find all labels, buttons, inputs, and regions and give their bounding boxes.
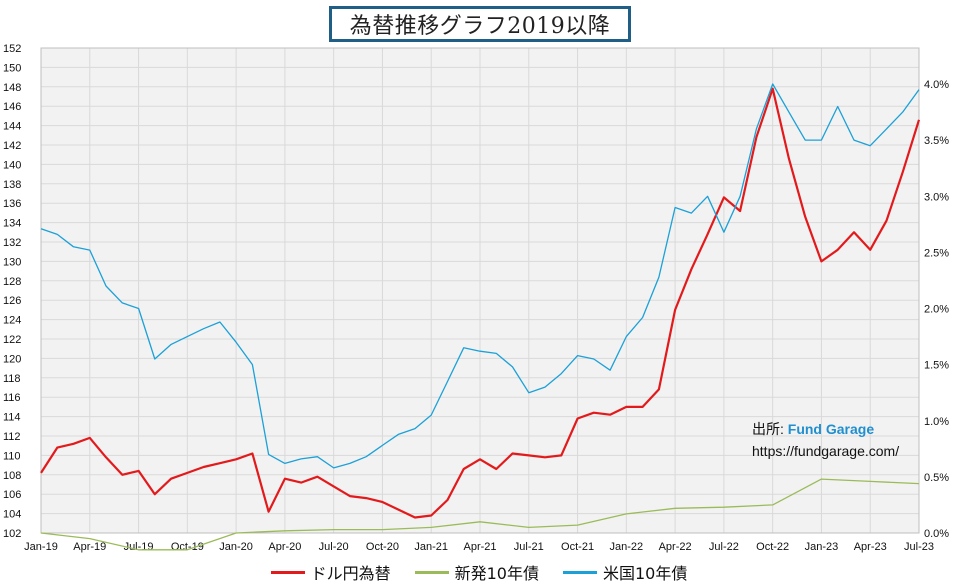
series-line-2: [40, 83, 920, 469]
y-left-tick-label: 102: [3, 528, 21, 540]
source-name: Fund Garage: [787, 421, 875, 437]
y-right-tick-label: 2.0%: [924, 304, 949, 316]
x-tick-label: Oct-21: [561, 541, 594, 553]
x-axis: Jan-19 Apr-19 Jul-19 Oct-19 Jan-20 Apr-20 Jul-…: [24, 541, 934, 553]
legend-item-usdjpy: ドル円為替: [270, 560, 391, 584]
x-tick-label: Jul-23: [904, 541, 934, 553]
x-tick-label: Jul-21: [514, 541, 544, 553]
y-left-tick-label: 108: [3, 470, 21, 482]
y-left-tick-label: 120: [3, 353, 21, 365]
y-left-tick-label: 134: [3, 218, 21, 230]
series-line-0: [40, 87, 921, 519]
y-left-tick-label: 130: [3, 256, 21, 268]
x-tick-label: Apr-19: [73, 541, 106, 553]
y-left-tick-label: 140: [3, 159, 21, 171]
x-tick-label: Oct-22: [756, 541, 789, 553]
y-right-tick-label: 1.5%: [924, 360, 949, 372]
y-right-tick-label: 0.5%: [924, 472, 949, 484]
x-tick-label: Jul-22: [709, 541, 739, 553]
x-tick-label: Apr-20: [268, 541, 301, 553]
legend: ドル円為替 新発10年債 米国10年債: [0, 560, 958, 584]
y-left-tick-label: 144: [3, 121, 21, 133]
x-tick-label: Jan-20: [219, 541, 253, 553]
legend-item-ust10y: 米国10年債: [563, 560, 687, 584]
legend-label-ust10y: 米国10年債: [603, 564, 688, 583]
x-tick-label: Apr-23: [854, 541, 887, 553]
chart-title-box: 為替推移グラフ2019以降: [329, 6, 631, 42]
legend-label-jgb10y: 新発10年債: [454, 564, 539, 583]
y-left-tick-label: 150: [3, 62, 21, 74]
y-left-tick-label: 132: [3, 237, 21, 249]
y-left-tick-label: 104: [3, 509, 21, 521]
x-tick-label: Jan-22: [610, 541, 644, 553]
legend-item-jgb10y: 新発10年債: [414, 560, 539, 584]
x-tick-label: Jul-20: [319, 541, 349, 553]
y-right-tick-label: 3.0%: [924, 191, 949, 203]
y-left-tick-label: 152: [3, 43, 21, 55]
y-left-tick-label: 106: [3, 489, 21, 501]
right-axis: 0.0% 0.5% 1.0% 1.5% 2.0% 2.5% 3.0% 3.5% 4.0%: [924, 79, 949, 540]
y-left-tick-label: 124: [3, 315, 21, 327]
legend-swatch-jgb10y: [414, 570, 449, 574]
y-left-tick-label: 126: [3, 295, 21, 307]
series-lines: [40, 83, 921, 551]
y-left-tick-label: 128: [3, 276, 21, 288]
x-tick-label: Jan-19: [24, 541, 58, 553]
x-tick-label: Oct-20: [366, 541, 399, 553]
x-tick-label: Apr-21: [463, 541, 496, 553]
y-right-tick-label: 4.0%: [924, 79, 949, 91]
x-tick-label: Jan-23: [805, 541, 839, 553]
plot-border: [40, 47, 920, 534]
y-left-tick-label: 146: [3, 101, 21, 113]
left-axis: 102 104 106 108 110 112 114 116 118 120 122 124 126 1…: [3, 43, 21, 540]
legend-label-usdjpy: ドル円為替: [310, 564, 391, 583]
y-left-tick-label: 112: [3, 431, 21, 443]
y-left-tick-label: 118: [3, 373, 21, 385]
y-right-tick-label: 0.0%: [924, 528, 949, 540]
x-tick-label: Apr-22: [659, 541, 692, 553]
legend-swatch-usdjpy: [270, 570, 305, 574]
y-right-tick-label: 3.5%: [924, 135, 949, 147]
y-left-tick-label: 148: [3, 82, 21, 94]
source-url[interactable]: https://fundgarage.com/: [752, 443, 900, 459]
chart-title: 為替推移グラフ2019以降: [349, 14, 611, 39]
legend-swatch-ust10y: [563, 570, 597, 574]
grid: [40, 47, 920, 534]
x-tick-label: Jan-21: [414, 541, 448, 553]
y-left-tick-label: 110: [3, 450, 21, 462]
x-tick-label: Oct-19: [171, 541, 204, 553]
series-line-1: [40, 478, 920, 551]
y-left-tick-label: 142: [3, 140, 21, 152]
source-note: 出所: Fund Garage https://fundgarage.com/: [752, 418, 899, 462]
y-left-tick-label: 122: [3, 334, 21, 346]
y-left-tick-label: 136: [3, 198, 21, 210]
y-left-tick-label: 114: [3, 412, 21, 424]
y-left-tick-label: 138: [3, 179, 21, 191]
y-right-tick-label: 2.5%: [924, 247, 949, 259]
source-label: 出所:: [752, 421, 784, 437]
chart: 102 104 106 108 110 112 114 116 118 120 122 124 126 1…: [3, 43, 950, 553]
y-right-tick-label: 1.0%: [924, 416, 949, 428]
y-left-tick-label: 116: [3, 392, 21, 404]
